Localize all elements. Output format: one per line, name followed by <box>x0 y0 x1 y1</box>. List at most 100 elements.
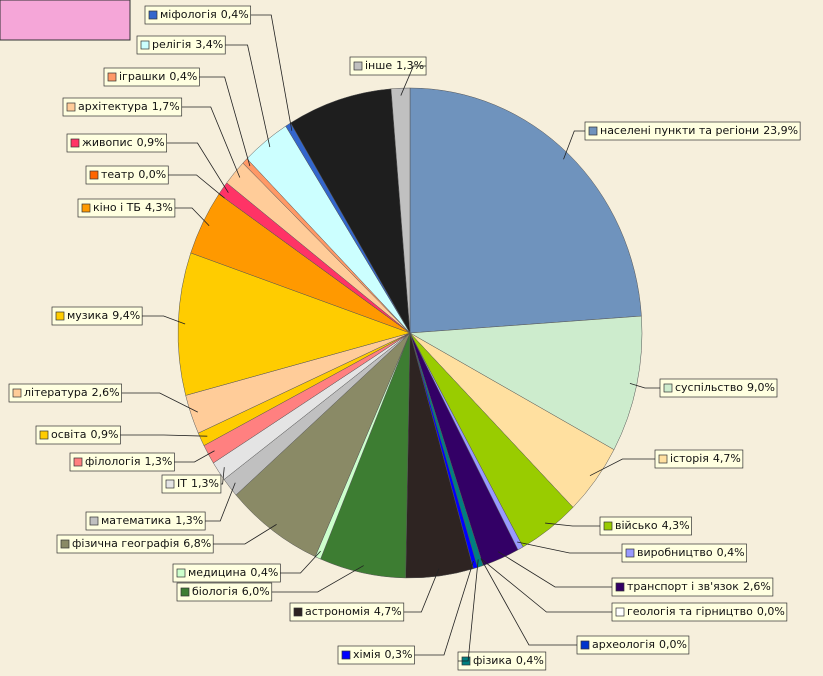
label-text: геологія та гірництво 0,0% <box>627 605 785 618</box>
category-name: історія <box>670 452 709 465</box>
leader-line <box>121 392 198 413</box>
label-text: астрономія 4,7% <box>305 605 402 618</box>
label-swatch <box>176 568 186 578</box>
value-label: 0,9% <box>137 136 165 149</box>
data-label: література 2,6% <box>8 383 122 403</box>
leader-line <box>458 559 479 662</box>
label-swatch <box>60 539 70 549</box>
leader-line <box>225 44 271 148</box>
label-swatch <box>89 516 99 526</box>
data-label: населені пункти та регіони 23,9% <box>584 121 801 141</box>
leader-line <box>480 558 577 646</box>
label-text: ІТ 1,3% <box>177 477 219 490</box>
label-swatch <box>293 607 303 617</box>
label-swatch <box>603 521 613 531</box>
data-label: філологія 1,3% <box>69 452 175 472</box>
category-name: транспорт і зв'язок <box>627 580 739 593</box>
label-swatch <box>663 383 673 393</box>
leader-line <box>174 450 215 463</box>
value-label: 9,0% <box>747 381 775 394</box>
value-label: 1,3% <box>144 455 172 468</box>
label-text: музика 9,4% <box>67 309 140 322</box>
leader-line <box>220 467 225 485</box>
data-label: ІТ 1,3% <box>161 474 222 494</box>
leader-line <box>497 551 612 588</box>
label-swatch <box>341 650 351 660</box>
leader-line <box>166 142 229 193</box>
data-label: хімія 0,3% <box>337 645 415 665</box>
label-swatch <box>353 61 363 71</box>
leader-line <box>400 65 427 96</box>
data-label: історія 4,7% <box>654 449 744 469</box>
data-label: живопис 0,9% <box>66 133 167 153</box>
slices <box>177 87 643 579</box>
category-name: біологія <box>192 585 238 598</box>
leader-line <box>545 522 600 527</box>
label-text: медицина 0,4% <box>188 566 278 579</box>
value-label: 6,8% <box>183 537 211 550</box>
category-name: археологія <box>592 638 655 651</box>
leader-line <box>174 207 210 227</box>
label-text: військо 4,3% <box>615 519 690 532</box>
label-text: виробництво 0,4% <box>637 546 745 559</box>
category-name: філологія <box>85 455 140 468</box>
data-label: медицина 0,4% <box>172 563 281 583</box>
value-label: 0,4% <box>221 8 249 21</box>
label-swatch <box>148 10 158 20</box>
label-swatch <box>73 457 83 467</box>
leader-line <box>271 565 364 593</box>
label-swatch <box>70 138 80 148</box>
leader-line <box>589 458 655 477</box>
label-text: історія 4,7% <box>670 452 741 465</box>
label-swatch <box>12 388 22 398</box>
label-swatch <box>588 126 598 136</box>
label-swatch <box>55 311 65 321</box>
data-label: біологія 6,0% <box>176 582 273 602</box>
value-label: 0,0% <box>138 168 166 181</box>
category-name: медицина <box>188 566 246 579</box>
leader-line <box>414 560 474 656</box>
category-name: архітектура <box>78 100 148 113</box>
label-text: живопис 0,9% <box>82 136 165 149</box>
category-name: ІТ <box>177 477 187 490</box>
leader-line <box>280 550 321 574</box>
category-name: хімія <box>353 648 381 661</box>
leader-line <box>563 130 585 160</box>
category-name: військо <box>615 519 658 532</box>
label-text: освіта 0,9% <box>51 428 118 441</box>
category-name: міфологія <box>160 8 217 21</box>
category-name: релігія <box>152 38 191 51</box>
leader-line <box>168 174 225 199</box>
label-text: філологія 1,3% <box>85 455 172 468</box>
pie-slice <box>409 315 643 451</box>
value-label: 9,4% <box>112 309 140 322</box>
data-label: архітектура 1,7% <box>62 97 183 117</box>
data-label: математика 1,3% <box>85 511 206 531</box>
value-label: 0,4% <box>250 566 278 579</box>
data-label: фізична географія 6,8% <box>56 534 214 554</box>
value-label: 0,4% <box>717 546 745 559</box>
label-text: населені пункти та регіони 23,9% <box>600 124 798 137</box>
category-name: суспільство <box>675 381 743 394</box>
leader-line <box>120 434 208 437</box>
label-text: суспільство 9,0% <box>675 381 775 394</box>
pie-slice <box>290 88 411 334</box>
label-text: релігія 3,4% <box>152 38 223 51</box>
decor-box <box>0 0 131 41</box>
value-label: 23,9% <box>763 124 798 137</box>
data-label: іграшки 0,4% <box>103 67 200 87</box>
category-name: музика <box>67 309 108 322</box>
category-name: література <box>24 386 88 399</box>
labels: населені пункти та регіони 23,9% суспільст… <box>8 5 801 671</box>
label-text: фізична географія 6,8% <box>72 537 211 550</box>
value-label: 4,3% <box>662 519 690 532</box>
value-label: 6,0% <box>242 585 270 598</box>
value-label: 0,9% <box>90 428 118 441</box>
category-name: кіно і ТБ <box>93 201 141 214</box>
leader-line <box>629 383 660 389</box>
category-name: іграшки <box>119 70 165 83</box>
data-label: археологія 0,0% <box>576 635 690 655</box>
label-text: фізика 0,4% <box>473 654 544 667</box>
leader-line <box>205 482 236 522</box>
label-swatch <box>89 170 99 180</box>
